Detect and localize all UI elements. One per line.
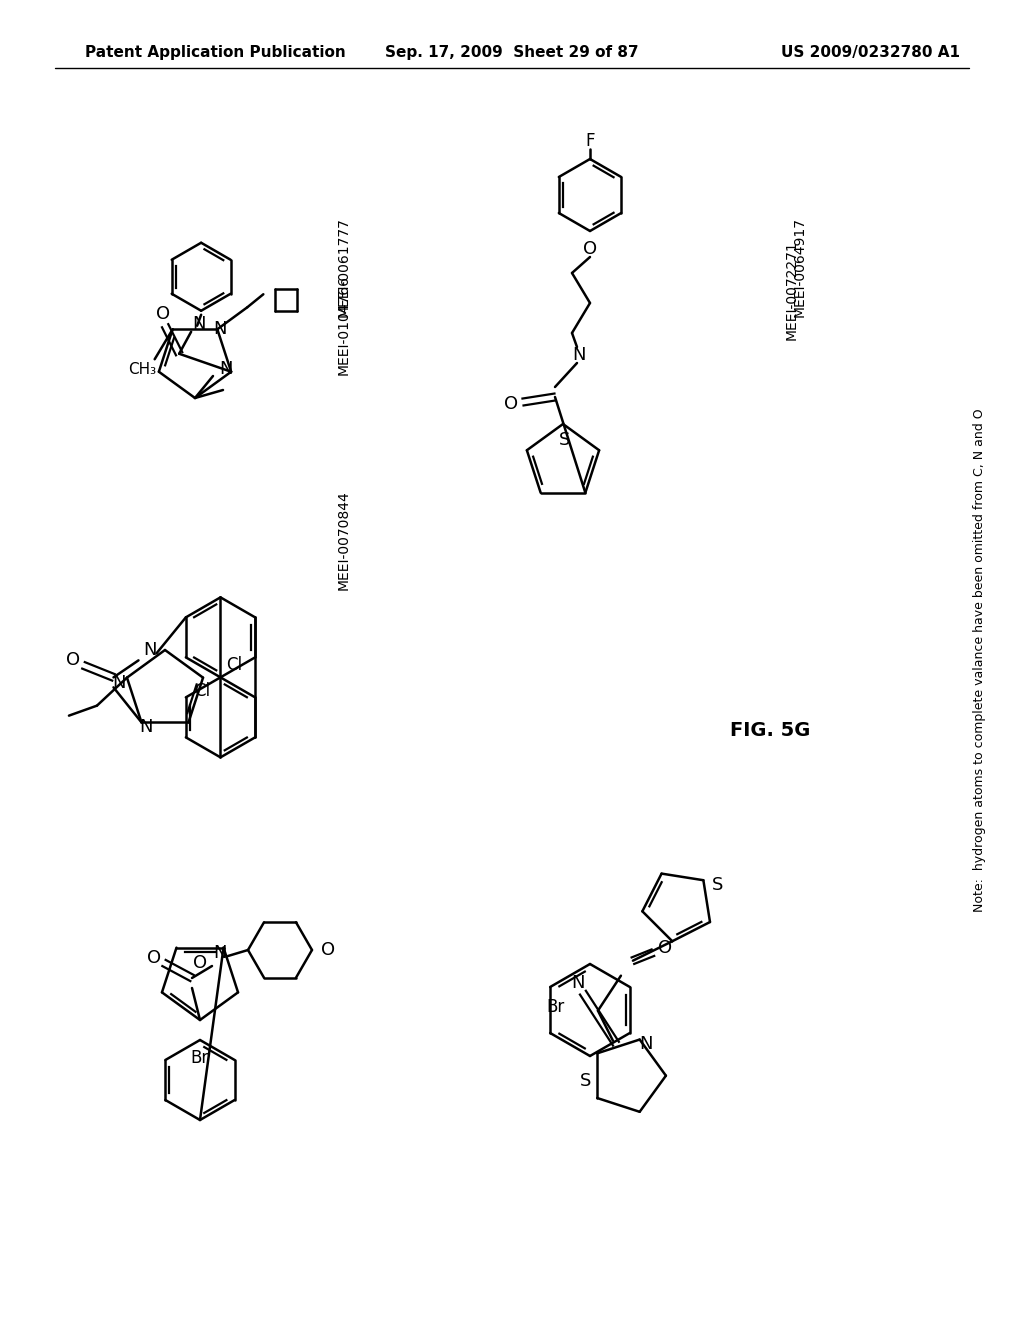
Text: Patent Application Publication: Patent Application Publication	[85, 45, 346, 59]
Text: Cl: Cl	[226, 656, 243, 675]
Text: N: N	[214, 321, 227, 338]
Text: O: O	[146, 949, 161, 968]
Text: N: N	[193, 314, 206, 333]
Text: Br: Br	[546, 998, 564, 1016]
Text: Br: Br	[190, 1049, 209, 1067]
Text: MEEI-0061777: MEEI-0061777	[337, 216, 351, 317]
Text: S: S	[581, 1072, 592, 1090]
Text: O: O	[657, 939, 672, 957]
Text: N: N	[639, 1035, 652, 1052]
Text: F: F	[586, 132, 595, 150]
Text: N: N	[571, 974, 585, 991]
Text: O: O	[193, 953, 207, 972]
Text: MEEI-0072271: MEEI-0072271	[785, 240, 799, 339]
Text: MEEI-0064917: MEEI-0064917	[793, 216, 807, 317]
Text: Cl: Cl	[195, 682, 211, 701]
Text: O: O	[504, 395, 518, 413]
Text: O: O	[583, 240, 597, 257]
Text: MEEI-0104766: MEEI-0104766	[337, 275, 351, 375]
Text: O: O	[156, 305, 170, 323]
Text: O: O	[321, 941, 335, 960]
Text: O: O	[67, 651, 81, 669]
Text: Sep. 17, 2009  Sheet 29 of 87: Sep. 17, 2009 Sheet 29 of 87	[385, 45, 639, 59]
Text: S: S	[712, 876, 723, 894]
Text: FIG. 5G: FIG. 5G	[730, 721, 810, 739]
Text: N: N	[572, 346, 586, 364]
Text: CH₃: CH₃	[129, 362, 157, 376]
Text: Note:  hydrogen atoms to complete valance have been omitted from C, N and O: Note: hydrogen atoms to complete valance…	[974, 408, 986, 912]
Text: N: N	[139, 718, 154, 737]
Text: N: N	[213, 944, 226, 962]
Text: US 2009/0232780 A1: US 2009/0232780 A1	[781, 45, 961, 59]
Text: N: N	[143, 642, 158, 660]
Text: S: S	[559, 432, 570, 449]
Text: MEEI-0070844: MEEI-0070844	[337, 490, 351, 590]
Text: N: N	[113, 673, 126, 692]
Text: N: N	[219, 360, 232, 378]
